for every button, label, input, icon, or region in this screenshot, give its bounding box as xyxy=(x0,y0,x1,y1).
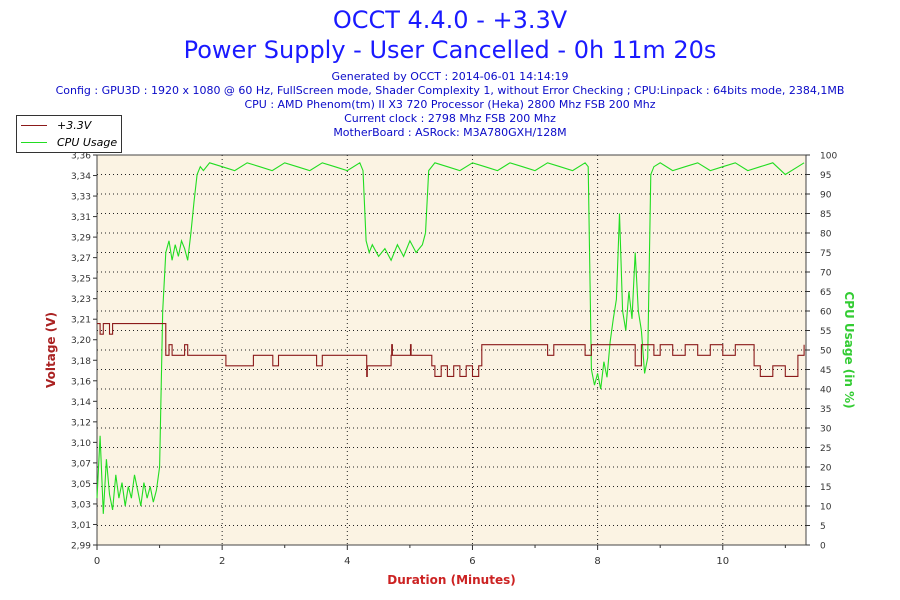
y-left-tick-label: 2,99 xyxy=(71,542,91,552)
chart-legend: +3.3V CPU Usage xyxy=(16,115,122,153)
y-left-tick-label: 3,05 xyxy=(71,480,91,490)
x-tick-label: 10 xyxy=(716,556,729,567)
y-right-tick-label: 90 xyxy=(820,191,832,201)
motherboard-info: MotherBoard : ASRock: M3A780GXH/128M xyxy=(333,126,567,139)
y-left-tick-label: 3,14 xyxy=(71,398,91,408)
x-tick-label: 6 xyxy=(469,556,475,567)
y-left-tick-label: 3,34 xyxy=(71,172,91,182)
y-right-tick-label: 0 xyxy=(820,542,826,552)
y-right-tick-label: 100 xyxy=(820,152,837,162)
clock-info: Current clock : 2798 Mhz FSB 200 Mhz xyxy=(344,112,556,125)
series-line-cpu-usage xyxy=(96,161,805,514)
legend-label-cpu: CPU Usage xyxy=(57,135,118,149)
y-left-tick-label: 3,20 xyxy=(71,336,91,346)
y-right-tick-label: 5 xyxy=(820,522,826,532)
y-left-tick-label: 3,31 xyxy=(71,213,91,223)
y-right-tick-label: 10 xyxy=(820,503,832,513)
y-right-tick-label: 95 xyxy=(820,171,831,181)
config-info: Config : GPU3D : 1920 x 1080 @ 60 Hz, Fu… xyxy=(55,84,845,97)
y-right-tick-label: 70 xyxy=(820,269,832,279)
y-right-axis-label: CPU Usage (in %) xyxy=(842,291,856,408)
y-left-tick-label: 3,33 xyxy=(71,193,91,203)
y-right-tick-label: 35 xyxy=(820,405,831,415)
y-left-tick-label: 3,21 xyxy=(71,316,91,326)
y-left-tick-label: 3,36 xyxy=(71,152,91,162)
y-left-tick-label: 3,27 xyxy=(71,254,91,264)
x-tick-label: 2 xyxy=(219,556,225,567)
y-left-tick-label: 3,23 xyxy=(71,295,91,305)
y-right-tick-label: 30 xyxy=(820,425,832,435)
y-right-tick-label: 85 xyxy=(820,210,831,220)
y-right-tick-label: 55 xyxy=(820,327,831,337)
x-tick-label: 4 xyxy=(344,556,350,567)
series-line-voltage xyxy=(97,323,805,377)
y-right-tick-label: 20 xyxy=(820,464,832,474)
generated-info: Generated by OCCT : 2014-06-01 14:14:19 xyxy=(331,70,569,83)
y-right-tick-label: 15 xyxy=(820,483,831,493)
chart-title-line2: Power Supply - User Cancelled - 0h 11m 2… xyxy=(183,36,717,64)
y-left-tick-label: 3,18 xyxy=(71,357,91,367)
legend-swatch-cpu xyxy=(21,141,47,143)
y-right-tick-label: 40 xyxy=(820,386,832,396)
y-right-tick-label: 80 xyxy=(820,230,832,240)
y-left-axis-label: Voltage (V) xyxy=(44,312,58,388)
legend-swatch-voltage xyxy=(21,124,47,126)
x-tick-label: 0 xyxy=(94,556,100,567)
y-right-tick-label: 50 xyxy=(820,347,832,357)
cpu-info: CPU : AMD Phenom(tm) II X3 720 Processor… xyxy=(244,98,656,111)
y-left-tick-label: 3,03 xyxy=(71,500,91,510)
y-left-tick-label: 3,07 xyxy=(71,459,91,469)
y-left-tick-label: 3,01 xyxy=(71,521,91,531)
chart-title-line1: OCCT 4.4.0 - +3.3V xyxy=(332,6,568,34)
y-left-tick-label: 3,12 xyxy=(71,418,91,428)
y-right-tick-label: 45 xyxy=(820,366,831,376)
y-right-tick-label: 60 xyxy=(820,308,832,318)
x-axis-label: Duration (Minutes) xyxy=(387,573,515,587)
plot-area xyxy=(96,154,807,546)
y-right-tick-label: 65 xyxy=(820,288,831,298)
y-left-tick-label: 3,29 xyxy=(71,234,91,244)
legend-item-voltage: +3.3V xyxy=(21,117,91,133)
y-right-tick-label: 75 xyxy=(820,249,831,259)
y-left-tick-label: 3,10 xyxy=(71,439,91,449)
y-left-tick-label: 3,16 xyxy=(71,377,91,387)
y-left-tick-label: 3,25 xyxy=(71,275,91,285)
legend-label-voltage: +3.3V xyxy=(57,118,92,132)
x-tick-label: 8 xyxy=(594,556,600,567)
y-right-tick-label: 25 xyxy=(820,444,831,454)
legend-item-cpu: CPU Usage xyxy=(21,134,117,150)
